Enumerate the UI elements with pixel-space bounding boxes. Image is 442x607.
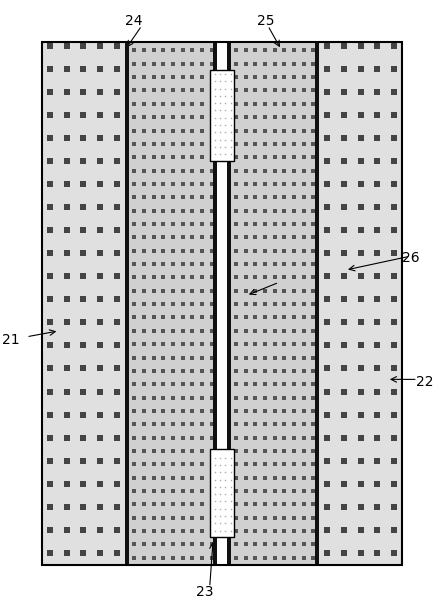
Bar [130, 42, 213, 565]
Text: 22: 22 [415, 375, 433, 390]
Bar [212, 73, 232, 158]
Bar [42, 42, 125, 565]
Bar [125, 42, 130, 565]
Text: 26: 26 [402, 251, 420, 265]
Text: 24: 24 [125, 14, 143, 29]
Bar [210, 70, 234, 161]
Text: 23: 23 [196, 585, 213, 599]
Bar [231, 42, 315, 565]
Text: 21: 21 [2, 333, 19, 347]
Bar [227, 42, 231, 565]
Bar [213, 42, 217, 565]
Bar [42, 42, 402, 565]
Bar [315, 42, 319, 565]
Bar [217, 42, 227, 565]
Bar [212, 452, 232, 534]
Text: 25: 25 [257, 14, 275, 29]
Bar [210, 449, 234, 537]
Bar [319, 42, 402, 565]
